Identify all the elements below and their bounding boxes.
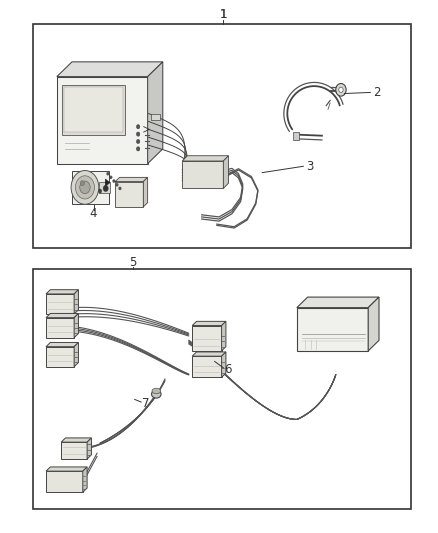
Text: 5: 5: [129, 256, 136, 269]
Polygon shape: [74, 290, 78, 314]
Polygon shape: [192, 356, 222, 377]
Circle shape: [110, 176, 112, 179]
Text: 6: 6: [224, 363, 231, 376]
Polygon shape: [46, 318, 74, 338]
Polygon shape: [182, 156, 229, 161]
Polygon shape: [83, 467, 87, 492]
Text: 1: 1: [219, 8, 227, 21]
Bar: [33, 269, 411, 509]
Polygon shape: [57, 77, 148, 164]
Polygon shape: [72, 171, 109, 204]
Circle shape: [136, 125, 140, 129]
Circle shape: [119, 187, 121, 190]
Text: 3: 3: [306, 160, 314, 173]
Polygon shape: [87, 438, 92, 459]
Circle shape: [103, 185, 108, 191]
Polygon shape: [46, 342, 78, 346]
Polygon shape: [222, 321, 226, 351]
Text: 7: 7: [142, 397, 149, 410]
Circle shape: [136, 140, 140, 143]
Circle shape: [75, 176, 95, 199]
Polygon shape: [46, 471, 83, 492]
Circle shape: [116, 183, 118, 187]
Bar: [293, 132, 299, 140]
Text: 1: 1: [219, 8, 227, 21]
Polygon shape: [222, 352, 226, 377]
Circle shape: [106, 172, 109, 175]
Circle shape: [336, 84, 346, 96]
Circle shape: [136, 147, 140, 151]
Circle shape: [113, 180, 115, 183]
Circle shape: [136, 132, 140, 136]
Polygon shape: [74, 313, 78, 338]
Polygon shape: [182, 161, 223, 189]
Circle shape: [339, 87, 343, 92]
Polygon shape: [368, 297, 379, 351]
Polygon shape: [192, 352, 226, 356]
Polygon shape: [192, 321, 226, 326]
Polygon shape: [46, 294, 74, 314]
Polygon shape: [46, 346, 74, 367]
Polygon shape: [61, 438, 92, 442]
Bar: [64, 87, 123, 132]
Polygon shape: [46, 313, 78, 318]
Polygon shape: [61, 442, 87, 459]
Polygon shape: [192, 326, 222, 351]
Polygon shape: [297, 297, 379, 308]
Text: 2: 2: [373, 86, 381, 99]
Bar: [62, 85, 125, 135]
Polygon shape: [297, 308, 368, 351]
Polygon shape: [223, 156, 229, 189]
Ellipse shape: [152, 388, 161, 394]
Circle shape: [71, 171, 99, 204]
Polygon shape: [143, 177, 148, 207]
Polygon shape: [148, 62, 163, 164]
Polygon shape: [46, 290, 78, 294]
Polygon shape: [105, 179, 110, 187]
Polygon shape: [115, 182, 143, 207]
Circle shape: [80, 181, 85, 186]
Polygon shape: [57, 62, 163, 77]
Polygon shape: [46, 467, 87, 471]
Circle shape: [80, 181, 90, 193]
Bar: [33, 24, 411, 248]
Circle shape: [99, 189, 102, 193]
Polygon shape: [115, 177, 148, 182]
Text: 4: 4: [90, 207, 97, 220]
Polygon shape: [74, 342, 78, 367]
Bar: [151, 114, 160, 120]
Bar: [99, 182, 110, 192]
Ellipse shape: [152, 390, 161, 398]
